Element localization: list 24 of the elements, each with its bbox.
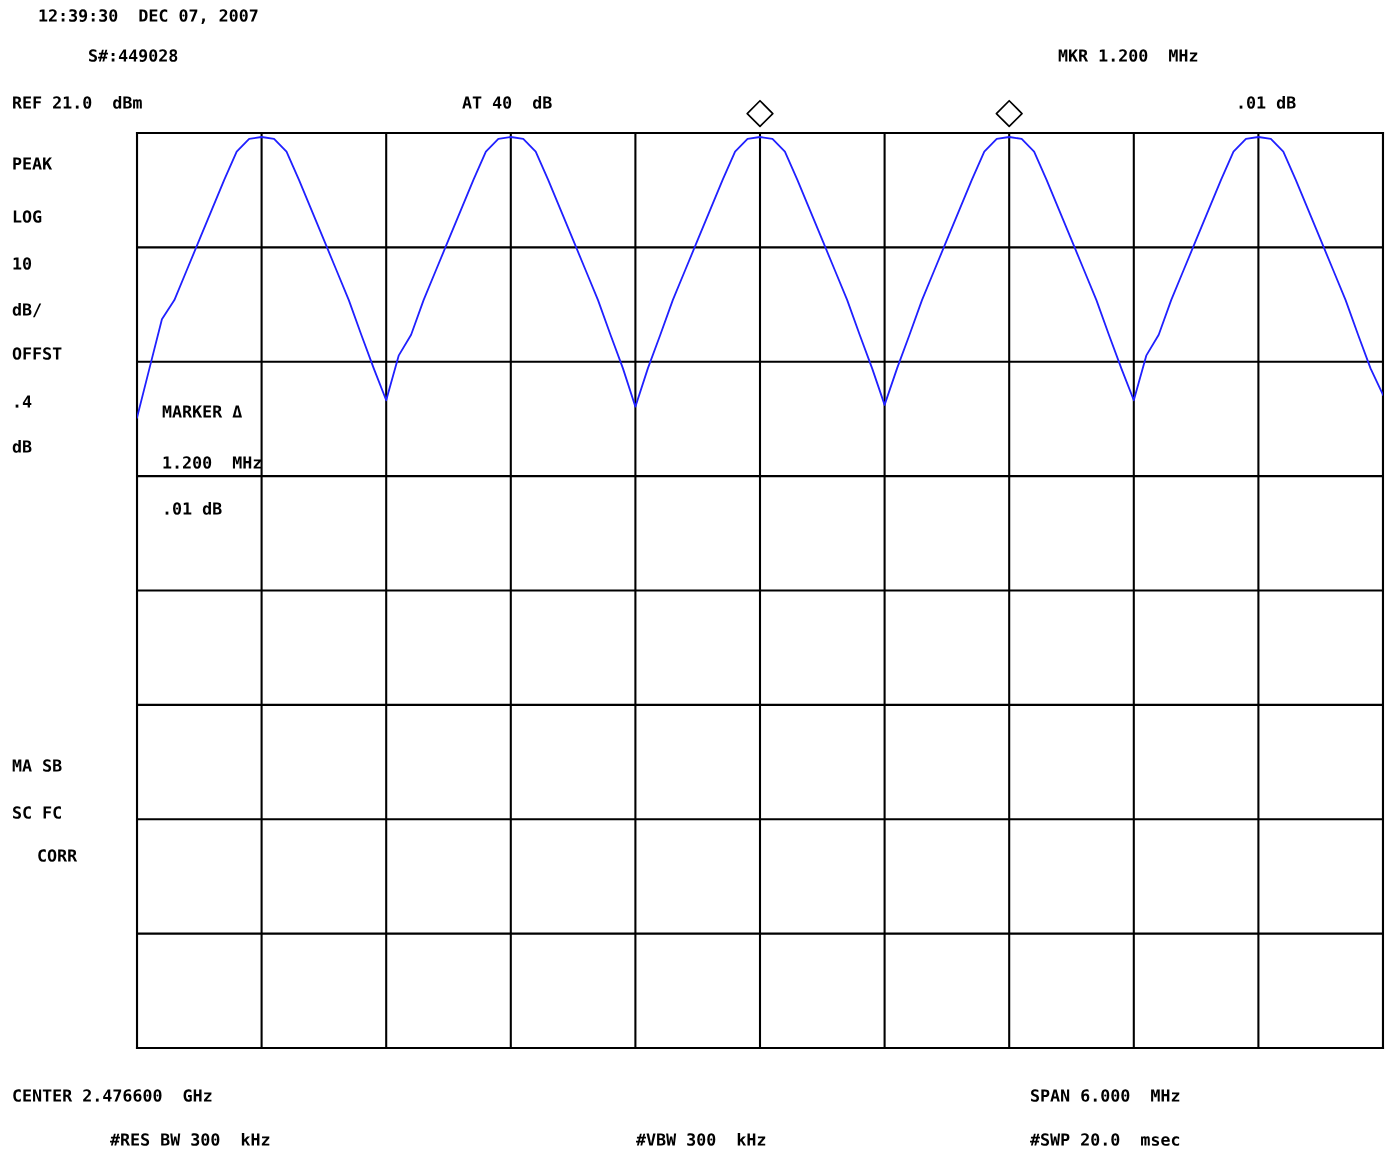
text: 12:39:30 DEC 07, 2007 [39, 9, 258, 24]
annotation: .01 dB [165, 501, 222, 515]
text: REF 21.0 dBm [13, 95, 142, 109]
text: .4 [15, 395, 32, 408]
text: MKR 1.200 MHz [1058, 49, 1198, 62]
text: AT 40 dB [462, 95, 552, 109]
text: OFFST [12, 347, 62, 360]
text: CORR [38, 849, 78, 862]
text: dB [12, 439, 32, 453]
text: PEAK [13, 157, 53, 170]
text: MA SB [12, 759, 62, 772]
text: CENTER 2.476600 GHz [13, 1089, 212, 1102]
text: SPAN 6.000 MHz [1031, 1089, 1180, 1102]
text: #VBW 300 kHz [636, 1132, 766, 1146]
annotation: 1.200 MHz [163, 456, 262, 469]
annotation: MARKER Δ [162, 405, 242, 418]
text: .01 dB [1239, 95, 1296, 109]
text: LOG [13, 210, 42, 223]
text: S#:449028 [89, 49, 178, 62]
text: #RES BW 300 kHz [110, 1132, 270, 1146]
text: SC FC [13, 806, 61, 819]
text: dB/ [12, 302, 42, 318]
text: 10 [13, 257, 32, 270]
text: #SWP 20.0 msec [1030, 1133, 1180, 1146]
